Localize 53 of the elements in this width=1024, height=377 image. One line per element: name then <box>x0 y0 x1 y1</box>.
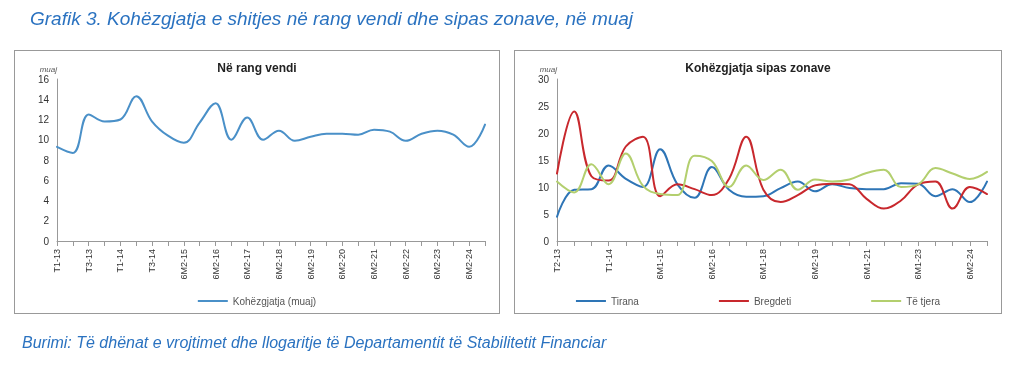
legend-label: Tirana <box>610 295 640 307</box>
y-tick-label: 14 <box>37 93 50 105</box>
x-tick-label: T3-13 <box>83 249 94 273</box>
x-tick-label: 6M2-24 <box>464 249 475 280</box>
y-tick-label: 0 <box>43 235 50 247</box>
x-tick-label: T2-13 <box>552 249 562 273</box>
x-tick-label: 6M2-19 <box>810 249 820 280</box>
line-series <box>556 148 988 218</box>
x-tick-label: T3-14 <box>147 249 158 273</box>
x-tick-label: 6M2-20 <box>337 249 348 280</box>
x-tick-label: 6M1-23 <box>913 249 924 280</box>
y-tick-label: 5 <box>543 208 550 220</box>
x-tick-label: 6M2-22 <box>400 249 411 280</box>
chart-subtitle: Në rang vendi <box>217 61 297 75</box>
y-tick-label: 8 <box>43 154 50 166</box>
x-tick-label: 6M1-18 <box>758 249 769 280</box>
y-tick-label: 16 <box>37 73 50 85</box>
y-tick-label: 25 <box>537 100 550 112</box>
y-tick-label: 0 <box>543 235 550 247</box>
y-tick-label: 30 <box>537 73 550 85</box>
x-tick-label: T1-14 <box>115 249 126 273</box>
x-tick-label: 6M2-23 <box>432 249 443 280</box>
x-tick-label: 6M2-15 <box>178 249 189 280</box>
y-tick-label: 10 <box>537 181 550 193</box>
y-tick-label: 6 <box>43 174 50 186</box>
line-series <box>56 95 486 154</box>
line-series <box>556 110 988 210</box>
chart-title: Grafik 3. Kohëzgjatja e shitjes në rang vendi dhe sipas zonave, në muaj <box>30 8 634 30</box>
line-series <box>556 152 988 197</box>
text: Burimi: Të dhënat e vrojtimet dhe llogaritje të Departamentit të Stabilitetit Financiar <box>22 334 607 352</box>
x-tick-label: 6M2-16 <box>210 249 221 280</box>
x-tick-label: 6M2-17 <box>242 249 253 280</box>
x-tick-label: 6M1-15 <box>655 249 666 280</box>
x-tick-label: 6M2-16 <box>706 249 717 280</box>
y-axis-title: muaj <box>39 64 58 74</box>
x-tick-label: 6M2-24 <box>964 249 975 280</box>
y-tick-label: 12 <box>37 114 50 125</box>
x-tick-label: 6M2-21 <box>369 249 380 280</box>
legend-label: Bregdeti <box>753 295 792 307</box>
y-tick-label: 15 <box>537 154 550 166</box>
y-tick-label: 20 <box>537 127 550 139</box>
x-tick-label: T1-13 <box>52 249 62 273</box>
x-tick-label: 6M2-19 <box>305 249 316 280</box>
y-tick-label: 10 <box>37 134 50 146</box>
y-tick-label: 4 <box>43 195 50 206</box>
legend-label: Të tjera <box>906 295 941 307</box>
y-axis-title: muaj <box>539 64 558 74</box>
y-tick-label: 2 <box>43 215 50 227</box>
legend-label: Kohëzgjatja (muaj) <box>232 295 317 307</box>
x-tick-label: 6M1-21 <box>861 249 872 280</box>
chart-title: Kohëzgjatja sipas zonave <box>685 61 832 75</box>
x-tick-label: T1-14 <box>603 249 614 273</box>
x-tick-label: 6M2-18 <box>273 249 284 280</box>
